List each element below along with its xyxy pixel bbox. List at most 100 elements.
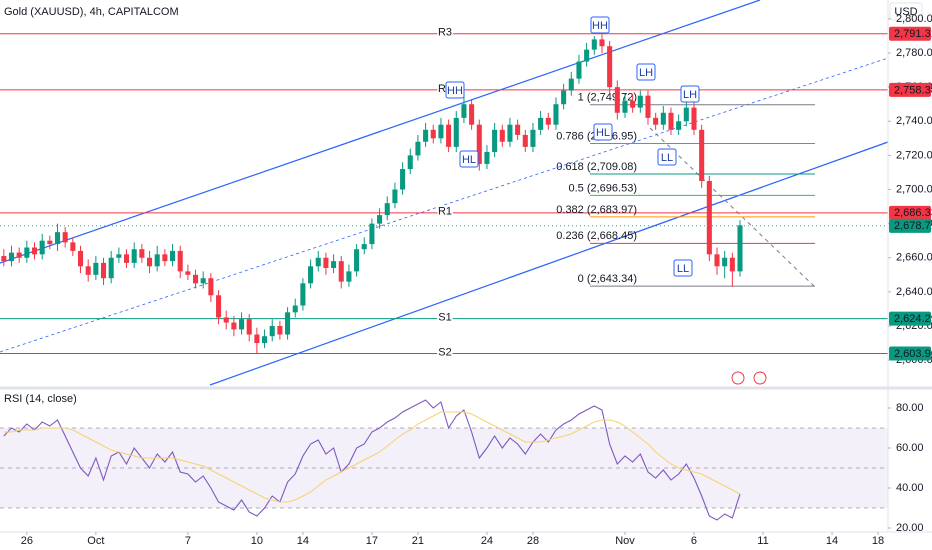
candle-body	[323, 257, 329, 268]
price-tag-label: 2,758.38	[894, 84, 932, 96]
candle-body	[407, 155, 413, 170]
event-icons[interactable]	[731, 371, 767, 385]
candle-body	[461, 104, 467, 118]
candle-body	[108, 257, 114, 279]
fib-label: 0 (2,643.34)	[578, 273, 637, 285]
candle-body	[315, 257, 321, 267]
fib-label: 0.382 (2,683.97)	[556, 204, 637, 216]
candle-body	[100, 262, 107, 279]
candle-body	[292, 305, 298, 313]
fib-label: 0.618 (2,709.08)	[556, 161, 637, 173]
candle-body	[522, 134, 528, 147]
candle-body	[369, 223, 375, 245]
candle-body	[116, 254, 122, 258]
candle-body	[453, 117, 459, 147]
candle-body	[24, 247, 30, 258]
annotation-box	[657, 148, 677, 166]
price-tag-label: 2,603.90	[894, 348, 932, 360]
candle-body	[706, 180, 712, 255]
candle-body	[714, 254, 720, 267]
candle-body	[361, 244, 367, 250]
x-tick-label: 6	[691, 535, 697, 547]
candle-body	[653, 117, 659, 125]
candle-body	[254, 334, 260, 344]
x-tick-label: 11	[757, 535, 768, 547]
annotation-label: HL	[462, 154, 476, 166]
candle-body	[346, 271, 352, 282]
candle-body	[185, 271, 191, 275]
candle-body	[377, 215, 383, 224]
y-tick-label: 2,720.00	[896, 149, 932, 161]
annotation-label: HL	[596, 127, 610, 139]
candle-body	[438, 124, 444, 139]
chart-title: Gold (XAUUSD), 4h, CAPITALCOM	[4, 6, 179, 18]
candle-body	[139, 249, 145, 258]
candle-body	[553, 104, 559, 125]
candle-body	[668, 112, 674, 130]
candle-body	[239, 319, 245, 330]
fib-label: 1 (2,749.72)	[578, 92, 637, 104]
channel-upper	[0, 0, 761, 264]
candle-body	[415, 141, 421, 156]
candle-body	[584, 49, 590, 62]
currency: USD	[894, 6, 917, 18]
price-tag-label: 2,624.29	[894, 313, 932, 325]
candle-body	[400, 169, 406, 190]
x-tick-label: 24	[481, 535, 493, 547]
candle-body	[54, 232, 61, 245]
channel-lower	[209, 141, 889, 386]
candle-body	[392, 189, 398, 204]
candle-body	[469, 104, 475, 125]
candle-body	[599, 39, 605, 47]
candle-body	[637, 95, 643, 108]
price-tag	[889, 346, 931, 361]
candle-body	[499, 129, 505, 142]
candle-body	[147, 257, 153, 267]
candle-body	[1, 256, 7, 262]
candle-body	[354, 249, 360, 272]
x-tick-label: 21	[412, 535, 424, 547]
annotation-label: LH	[683, 89, 697, 101]
level-label: S2	[438, 346, 451, 358]
candle-body	[515, 124, 521, 135]
candle-body	[131, 249, 137, 263]
x-tick-label: 10	[251, 535, 263, 547]
currency-box[interactable]	[889, 2, 923, 21]
candle-body	[269, 325, 275, 337]
rsi-y-tick-label: 40.00	[896, 482, 924, 494]
annotation-label: LL	[661, 152, 673, 164]
y-tick-label: 2,780.00	[896, 47, 932, 59]
candle-body	[338, 261, 344, 282]
fib-label: 0.236 (2,668.45)	[556, 230, 637, 242]
price-tag-label: 2,678.71	[894, 220, 932, 232]
rsi-line	[3, 411, 741, 503]
candle-body	[507, 124, 513, 142]
candle-body	[607, 46, 613, 88]
level-label: R1	[438, 206, 452, 218]
trend-dashed	[649, 127, 816, 288]
candle-body	[70, 242, 76, 251]
x-tick-label: 26	[21, 535, 33, 547]
candle-body	[530, 129, 536, 147]
candle-body	[614, 87, 620, 113]
candle-body	[231, 322, 237, 330]
candle-body	[645, 95, 651, 118]
annotation-box	[590, 16, 610, 34]
annotation-label: LH	[639, 67, 653, 79]
annotation-box	[459, 150, 479, 168]
rsi-line	[3, 399, 741, 521]
candle-body	[484, 151, 490, 164]
x-tick-label: 17	[366, 535, 378, 547]
rsi-y-tick-label: 60.00	[896, 442, 924, 454]
price-tag-label: 2,791.31	[894, 28, 932, 40]
x-tick-label: 18	[872, 535, 884, 547]
x-tick-label: 28	[527, 535, 539, 547]
event-icon[interactable]	[753, 371, 767, 385]
event-icon[interactable]	[731, 371, 745, 385]
candle-body	[722, 257, 728, 267]
annotation-label: HH	[447, 85, 463, 97]
candle-body	[77, 250, 84, 267]
candle-body	[492, 129, 498, 152]
